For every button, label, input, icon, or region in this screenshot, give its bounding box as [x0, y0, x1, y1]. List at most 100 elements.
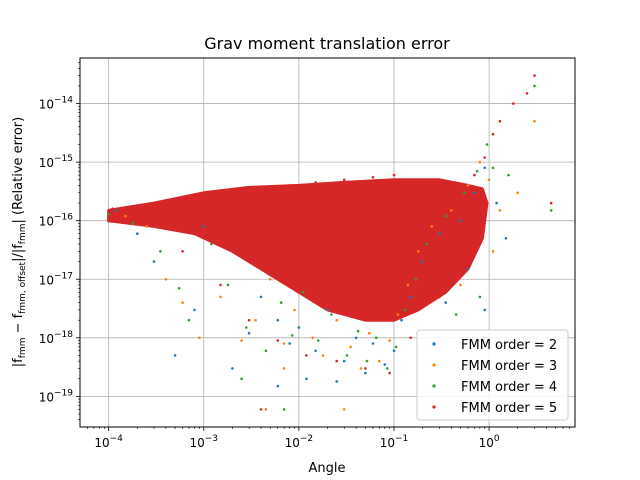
- data-point: [293, 308, 296, 312]
- series-2: [114, 166, 508, 388]
- data-point: [417, 250, 420, 253]
- data-point: [392, 349, 396, 353]
- data-point: [491, 250, 495, 253]
- y-axis-label: |ffmm − ffmm, offset|/|ffmm| (Relative e…: [11, 117, 28, 367]
- data-point: [388, 371, 391, 375]
- data-point: [335, 318, 339, 322]
- data-point: [364, 371, 367, 375]
- data-point: [136, 232, 139, 235]
- data-point: [268, 278, 272, 281]
- data-point: [288, 342, 291, 345]
- data-point: [311, 336, 315, 340]
- legend-label: FMM order = 3: [461, 359, 557, 374]
- y-label-mid: − f: [11, 313, 26, 337]
- data-point: [378, 359, 381, 363]
- data-point: [279, 301, 283, 304]
- data-point: [444, 214, 448, 218]
- data-point: [421, 178, 424, 182]
- data-point: [193, 204, 196, 207]
- data-point: [164, 278, 168, 281]
- legend: FMM order = 2 FMM order = 3 FMM order = 4 F…: [416, 329, 569, 421]
- x-axis-label: Angle: [309, 461, 346, 476]
- data-point: [198, 336, 201, 340]
- data-point: [504, 237, 508, 240]
- data-point: [507, 173, 510, 177]
- data-point: [483, 308, 487, 312]
- data-point: [326, 308, 329, 312]
- data-point: [193, 308, 196, 312]
- data-point: [181, 250, 184, 253]
- data-point: [169, 201, 173, 205]
- data-point: [231, 367, 234, 370]
- data-point: [345, 354, 349, 357]
- data-point: [466, 267, 470, 271]
- y-tick-label: 10−15: [39, 154, 73, 170]
- legend-label: FMM order = 2: [461, 338, 557, 353]
- data-point: [305, 377, 308, 381]
- data-point: [485, 143, 489, 146]
- data-point: [498, 209, 502, 212]
- data-point: [414, 278, 418, 281]
- data-point: [466, 184, 470, 187]
- data-point: [259, 187, 263, 191]
- x-axis-ticks: 10−4 10−3 10−2 10−1 100: [87, 427, 570, 450]
- data-point: [359, 367, 363, 370]
- data-point: [219, 295, 222, 299]
- data-point: [177, 287, 181, 290]
- data-point: [549, 209, 553, 212]
- data-point: [111, 207, 114, 210]
- data-point: [478, 295, 482, 299]
- data-point: [264, 349, 268, 353]
- data-point: [483, 166, 487, 170]
- data-point: [231, 196, 234, 199]
- data-point: [483, 156, 487, 159]
- data-point: [365, 359, 369, 363]
- x-tick-label: 10−2: [285, 434, 314, 450]
- data-point: [396, 313, 400, 316]
- data-point: [247, 318, 251, 322]
- data-point: [276, 384, 280, 388]
- series-5: [111, 74, 553, 411]
- data-point: [139, 217, 143, 220]
- data-point: [124, 214, 127, 218]
- data-point: [498, 119, 502, 123]
- data-point: [259, 295, 263, 299]
- data-point: [444, 301, 448, 304]
- data-point: [459, 219, 462, 222]
- y-tick-label: 10−19: [39, 388, 74, 404]
- x-tick-label: 10−1: [380, 434, 409, 450]
- data-point: [516, 191, 519, 195]
- data-point: [409, 336, 413, 340]
- data-point: [276, 339, 280, 342]
- y-tick-label: 10−16: [39, 213, 74, 229]
- data-point: [349, 345, 352, 349]
- data-point: [383, 363, 387, 366]
- data-point: [450, 184, 453, 187]
- data-point: [403, 308, 407, 312]
- data-point: [386, 367, 389, 370]
- data-point: [173, 354, 177, 357]
- legend-marker: [432, 405, 436, 409]
- data-point: [368, 331, 371, 335]
- data-point: [450, 209, 453, 212]
- data-point: [430, 225, 434, 228]
- data-point: [159, 250, 162, 253]
- data-point: [466, 260, 470, 263]
- data-point: [438, 295, 441, 299]
- data-point: [374, 336, 378, 340]
- data-point: [463, 191, 466, 195]
- y-tick-label: 10−17: [39, 271, 73, 287]
- y-label-sub3: fmm: [18, 223, 28, 244]
- data-point: [145, 225, 148, 228]
- data-point: [240, 377, 243, 381]
- data-point: [259, 408, 263, 411]
- data-point: [282, 408, 286, 411]
- y-tick-label: 10−14: [39, 96, 74, 112]
- data-point: [187, 318, 191, 322]
- data-point: [409, 295, 413, 299]
- data-point: [317, 339, 320, 342]
- data-point: [342, 178, 346, 182]
- data-point: [314, 181, 317, 184]
- data-point: [495, 201, 498, 205]
- data-point: [210, 242, 213, 246]
